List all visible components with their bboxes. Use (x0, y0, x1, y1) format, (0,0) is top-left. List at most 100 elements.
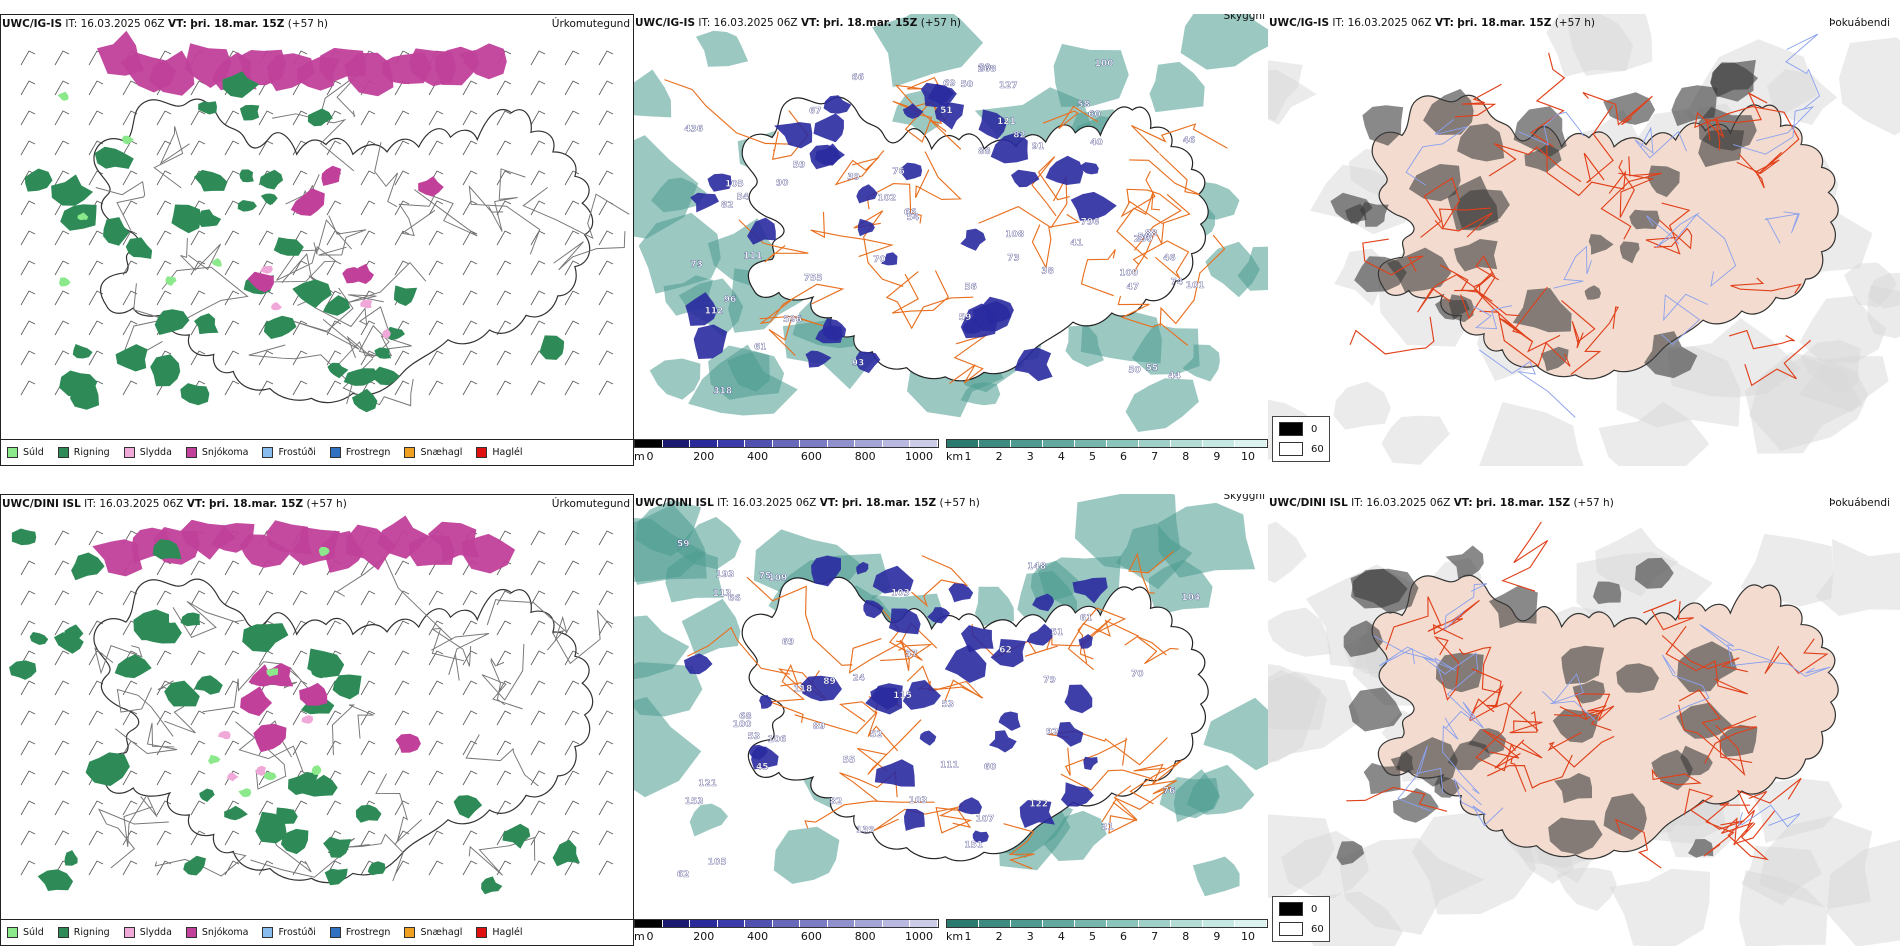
rain-area (327, 362, 349, 379)
wind-barb (20, 380, 36, 396)
rain-area (222, 71, 260, 98)
wind-barb (360, 680, 376, 696)
colorbar-bin (717, 920, 746, 927)
rain-area (292, 279, 332, 309)
road (1120, 170, 1164, 225)
wind-barb (20, 590, 36, 606)
colorbar-tick-label: 0 (646, 450, 654, 463)
wind-barb (394, 860, 410, 876)
colorbar-tick-label: 600 (800, 930, 822, 943)
visibility-area (727, 351, 770, 392)
wind-barb (360, 230, 376, 246)
rain-area (355, 804, 382, 823)
colorbar-tick-label: 1 (964, 930, 972, 943)
wind-barb (394, 140, 410, 156)
wind-barb (20, 230, 36, 246)
fog-haze (1844, 262, 1897, 308)
wind-barb (54, 560, 70, 576)
wind-barb (20, 740, 36, 756)
river (1444, 583, 1488, 631)
legend-swatch (57, 447, 69, 458)
panel-field-name: Úrkomutegund (551, 18, 630, 30)
fog-area (1588, 234, 1614, 255)
colorbar-tick-label: 6 (1120, 930, 1128, 943)
road (1727, 809, 1769, 861)
wind-barb (428, 680, 444, 696)
ceiling-label: 100 (1095, 59, 1114, 69)
wind-barb (394, 200, 410, 216)
low-ceiling-area (814, 143, 845, 166)
wind-barb (190, 350, 206, 366)
wind-barb (598, 290, 614, 306)
colorbar-bin (882, 440, 911, 447)
ceiling-label: 101 (1186, 281, 1205, 291)
legend-item: Rigning (57, 927, 110, 938)
wind-barb (496, 680, 512, 696)
ceiling-label: 51 (1051, 628, 1064, 638)
ceiling-label: 148 (1027, 562, 1046, 572)
rain-area (54, 632, 84, 654)
wind-barb (156, 650, 172, 666)
wind-barb (394, 680, 410, 696)
wind-barb (88, 80, 104, 96)
legend-swatch (404, 927, 416, 938)
ceiling-label: 88 (978, 147, 991, 157)
ceiling-label: 105 (708, 858, 727, 868)
legend-label: Snjókoma (201, 927, 249, 938)
sleet-area (271, 302, 283, 311)
rain-area (367, 861, 386, 876)
visibility-area (695, 30, 749, 67)
rain-area (263, 315, 297, 339)
wind-barb (394, 800, 410, 816)
wind-barb (360, 200, 376, 216)
wind-barb (122, 110, 138, 126)
rain-area (194, 675, 223, 695)
road (1706, 91, 1768, 141)
colorbar-ticks: 0 200 400 600 800 1000 (647, 930, 934, 943)
river (1553, 245, 1592, 289)
rain-area (343, 368, 380, 386)
road (1618, 159, 1655, 218)
low-ceiling-area (815, 325, 843, 344)
colorbar-bin (979, 920, 1011, 927)
road (468, 185, 541, 255)
visibility-colorbar: km 1 2 3 4 5 6 7 8 9 10 (946, 439, 1268, 463)
fog-area (1359, 201, 1389, 227)
ceiling-label: 115 (893, 691, 912, 701)
wind-barb (462, 290, 478, 306)
road (687, 626, 790, 675)
wind-barb (462, 320, 478, 336)
wind-barb (190, 770, 206, 786)
land-group (1371, 94, 1839, 380)
road (1126, 188, 1182, 251)
wind-barb (360, 740, 376, 756)
road (746, 576, 853, 666)
low-ceiling-area (888, 608, 921, 635)
visibility-area (634, 69, 672, 118)
wind-barb (122, 380, 138, 396)
visibility-area (1074, 494, 1181, 573)
rain-area (269, 807, 298, 826)
wind-barb (292, 620, 308, 636)
rain-area (481, 876, 503, 895)
fog-area (1593, 581, 1622, 605)
ceiling-label: 53 (748, 732, 761, 742)
river (1453, 777, 1504, 827)
precip-map (9, 515, 614, 895)
wind-barb (598, 230, 614, 246)
rain-area (193, 169, 228, 192)
rain-area (198, 101, 217, 115)
road (431, 627, 472, 667)
wind-barb (88, 170, 104, 186)
wind-barb (224, 620, 240, 636)
wind-barb (394, 650, 410, 666)
road (1661, 635, 1748, 673)
wind-barb (326, 350, 342, 366)
wind-barb (564, 260, 580, 276)
road (346, 324, 390, 359)
road (490, 657, 506, 706)
ceiling-label: 61 (754, 342, 767, 352)
road (1130, 123, 1228, 154)
rain-area (332, 674, 362, 700)
wind-barb (428, 260, 444, 276)
